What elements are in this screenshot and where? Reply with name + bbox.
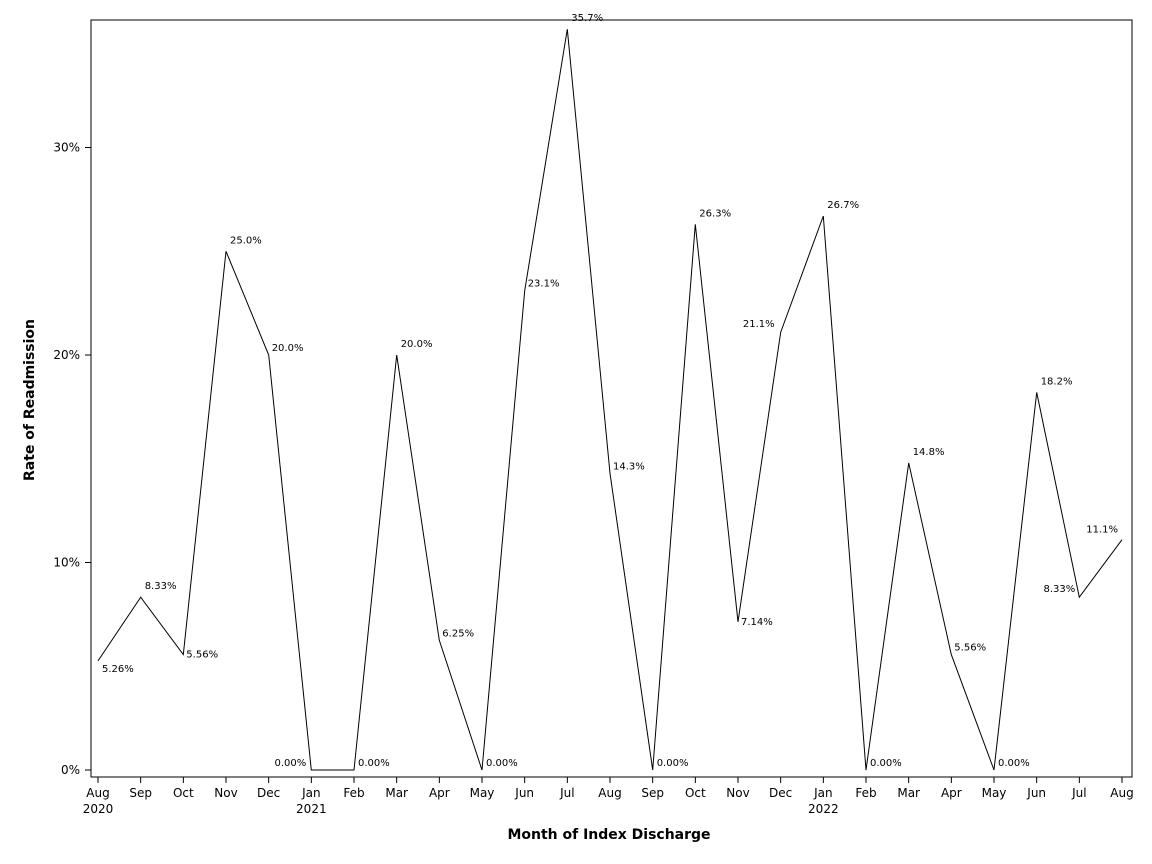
x-tick-label: Nov: [726, 786, 749, 800]
data-label: 6.25%: [442, 628, 474, 639]
x-tick-year-label: 2020: [83, 802, 114, 816]
data-label: 35.7%: [571, 13, 603, 24]
x-tick-label: Jun: [514, 786, 534, 800]
data-label: 0.00%: [657, 758, 689, 769]
plot-frame: [90, 19, 1133, 778]
data-label: 5.56%: [954, 643, 986, 654]
x-tick-year-label: 2021: [296, 802, 327, 816]
x-tick-label: May: [470, 786, 495, 800]
data-label: 25.0%: [230, 235, 262, 246]
x-tick-label: Oct: [173, 786, 194, 800]
data-label: 20.0%: [401, 339, 433, 350]
x-tick-label: Mar: [385, 786, 408, 800]
y-axis: 0% 10% 20% 30%: [53, 141, 91, 777]
x-axis: Aug 2020 Sep Oct Nov Dec Jan 2021 Feb Mar Apr May Ju…: [83, 777, 1134, 816]
x-tick-year-label: 2022: [808, 802, 839, 816]
data-label: 0.00%: [358, 758, 390, 769]
data-labels: 5.26% 8.33% 5.56% 25.0% 20.0% 0.00% 0.00% 20.0%…: [102, 13, 1118, 769]
x-tick-label: Jul: [1071, 786, 1086, 800]
x-tick-label: Jan: [301, 786, 321, 800]
data-label: 21.1%: [743, 319, 775, 330]
x-tick-label: Nov: [214, 786, 237, 800]
x-tick-label: Feb: [343, 786, 364, 800]
data-label: 23.1%: [528, 279, 560, 290]
x-tick-label: Jan: [813, 786, 833, 800]
y-tick-label: 30%: [53, 141, 80, 155]
x-axis-title: Month of Index Discharge: [507, 827, 710, 843]
y-tick-label: 20%: [53, 348, 80, 362]
x-tick-label: Mar: [897, 786, 920, 800]
x-tick-label: Apr: [941, 786, 962, 800]
x-tick-label: May: [982, 786, 1007, 800]
x-tick-label: Aug: [86, 786, 109, 800]
data-label: 18.2%: [1041, 376, 1073, 387]
x-tick-label: Dec: [257, 786, 280, 800]
x-tick-label: Jun: [1026, 786, 1046, 800]
data-label: 7.14%: [741, 617, 773, 628]
y-tick-label: 10%: [53, 556, 80, 570]
x-tick-label: Aug: [598, 786, 621, 800]
x-tick-label: Jul: [559, 786, 574, 800]
data-label: 11.1%: [1086, 525, 1118, 536]
x-tick-label: Feb: [855, 786, 876, 800]
x-tick-label: Sep: [641, 786, 664, 800]
data-label: 14.3%: [613, 461, 645, 472]
data-label: 26.7%: [827, 200, 859, 211]
x-tick-label: Aug: [1110, 786, 1133, 800]
data-label: 0.00%: [870, 758, 902, 769]
series-line: [97, 29, 1123, 771]
data-label: 26.3%: [699, 208, 731, 219]
y-axis-title: Rate of Readmission: [22, 319, 38, 481]
data-label: 14.8%: [913, 447, 945, 458]
data-label: 0.00%: [275, 758, 307, 769]
data-label: 0.00%: [486, 758, 518, 769]
data-label: 5.56%: [186, 650, 218, 661]
x-tick-label: Sep: [129, 786, 152, 800]
x-tick-label: Dec: [769, 786, 792, 800]
data-label: 5.26%: [102, 664, 134, 675]
y-tick-label: 0%: [61, 763, 80, 777]
data-label: 8.33%: [145, 581, 177, 592]
data-label: 0.00%: [998, 758, 1030, 769]
x-tick-label: Apr: [429, 786, 450, 800]
data-label: 8.33%: [1044, 584, 1076, 595]
x-tick-label: Oct: [685, 786, 706, 800]
data-label: 20.0%: [272, 343, 304, 354]
